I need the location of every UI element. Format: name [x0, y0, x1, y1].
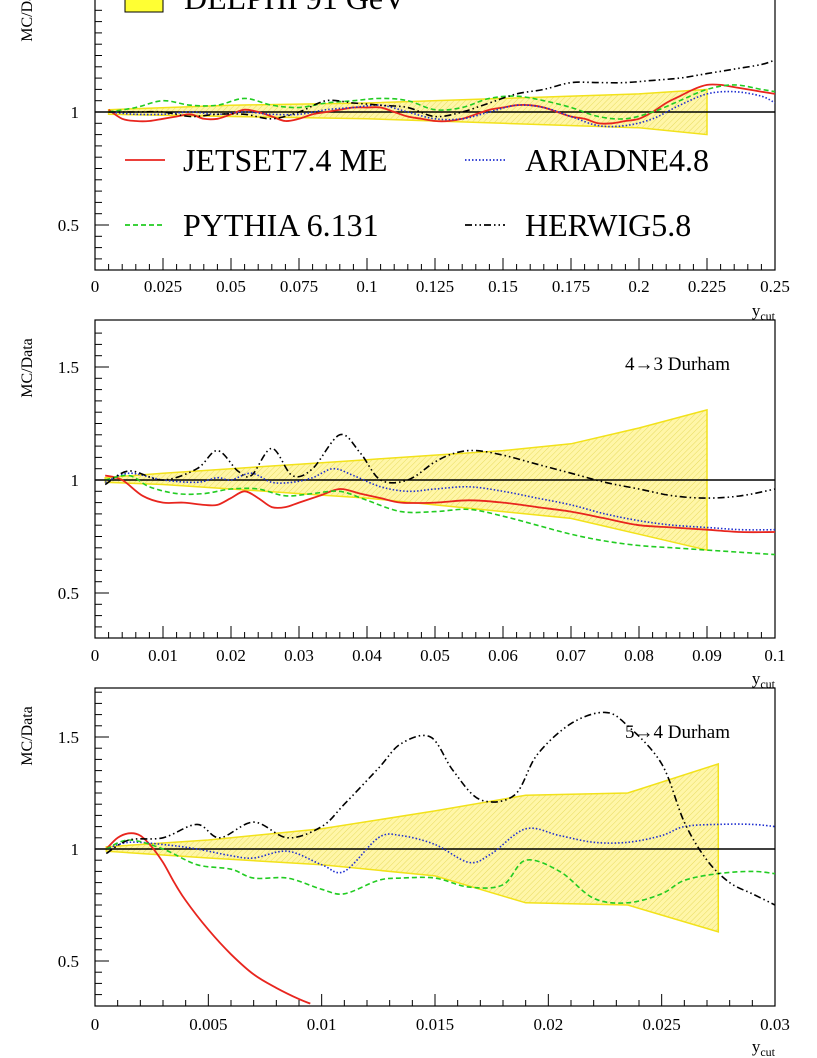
x-tick-label: 0.25	[760, 277, 790, 296]
x-tick-label: 0.08	[624, 646, 654, 665]
x-tick-label: 0.03	[760, 1015, 790, 1034]
x-tick-label: 0.07	[556, 646, 586, 665]
x-tick-label: 0.2	[628, 277, 649, 296]
series-line-pythia-6-131	[105, 474, 775, 556]
x-tick-label: 0.125	[416, 277, 454, 296]
series-line-herwig5-8	[105, 711, 775, 906]
x-tick-label: 0.03	[284, 646, 314, 665]
x-tick-label: 0.1	[764, 646, 785, 665]
plot-area	[95, 408, 775, 556]
legend-label-pythia-6-131: PYTHIA 6.131	[183, 207, 379, 243]
panel-annotation: 4→3 Durham	[625, 354, 730, 375]
x-tick-label: 0.09	[692, 646, 722, 665]
legend-band-label: DELPHI 91 GeV	[184, 0, 406, 16]
y-tick-label: 0.5	[58, 584, 79, 603]
series-line-jetset7-4-me	[104, 474, 775, 534]
x-tick-label: 0.005	[189, 1015, 227, 1034]
plot-area	[95, 711, 775, 1005]
x-tick-label: 0.06	[488, 646, 518, 665]
y-axis-label: MC/Data	[19, 338, 36, 398]
x-tick-label: 0.02	[216, 646, 246, 665]
x-axis-label: ycut	[752, 1037, 776, 1058]
series-line-jetset7-4-me	[105, 832, 311, 1005]
chart-panel-2: 0 0.01 0.02 0.03 0.04 0.05 0.06 0.07 0.08 0.09 0.1…	[19, 319, 786, 691]
x-tick-label: 0.225	[688, 277, 726, 296]
panel-annotation: 5→4 Durham	[625, 722, 730, 743]
x-tick-label: 0.015	[416, 1015, 454, 1034]
x-tick-label: 0.075	[280, 277, 318, 296]
series-line-herwig5-8	[104, 433, 775, 499]
data-band	[105, 762, 720, 933]
legend-band-swatch	[124, 0, 164, 13]
legend-label-ariadne4-8: ARIADNE4.8	[525, 142, 709, 178]
x-tick-label: 0.175	[552, 277, 590, 296]
x-tick-label: 0.05	[420, 646, 450, 665]
series-line-herwig5-8	[108, 59, 775, 120]
y-tick-label: 0.5	[58, 952, 79, 971]
x-tick-label: 0.1	[356, 277, 377, 296]
legend-label-herwig5-8: HERWIG5.8	[525, 207, 691, 243]
x-tick-label: 0.05	[216, 277, 246, 296]
series-line-pythia-6-131	[108, 84, 775, 120]
series-line-ariadne4-8	[104, 467, 775, 531]
y-tick-label: 1.5	[58, 358, 79, 377]
x-tick-label: 0	[91, 277, 100, 296]
x-tick-label: 0.15	[488, 277, 518, 296]
chart-panel-3: 0 0.005 0.01 0.015 0.02 0.025 0.03 0.5 1 1.5 ycut M…	[19, 687, 790, 1058]
y-tick-label: 0.5	[58, 216, 79, 235]
x-tick-label: 0	[91, 1015, 100, 1034]
y-tick-label: 1	[71, 103, 80, 122]
x-tick-label: 0.02	[533, 1015, 563, 1034]
chart-panel-1: 0 0.025 0.05 0.075 0.1 0.125 0.15 0.175 0.2 0.225…	[19, 0, 790, 323]
y-axis-label: MC/Data	[19, 706, 36, 766]
plot-area	[95, 59, 775, 136]
x-tick-label: 0	[91, 646, 100, 665]
x-tick-label: 0.01	[307, 1015, 337, 1034]
y-tick-label: 1	[71, 840, 80, 859]
x-tick-label: 0.025	[643, 1015, 681, 1034]
x-tick-label: 0.04	[352, 646, 382, 665]
series-line-jetset7-4-me	[108, 83, 775, 125]
y-tick-label: 1	[71, 471, 80, 490]
legend-label-jetset7-4-me: JETSET7.4 ME	[183, 142, 387, 178]
x-tick-label: 0.025	[144, 277, 182, 296]
x-tick-label: 0.01	[148, 646, 178, 665]
series-line-pythia-6-131	[105, 839, 775, 904]
y-tick-label: 1.5	[58, 728, 79, 747]
y-axis-label: MC/Data	[19, 0, 36, 42]
